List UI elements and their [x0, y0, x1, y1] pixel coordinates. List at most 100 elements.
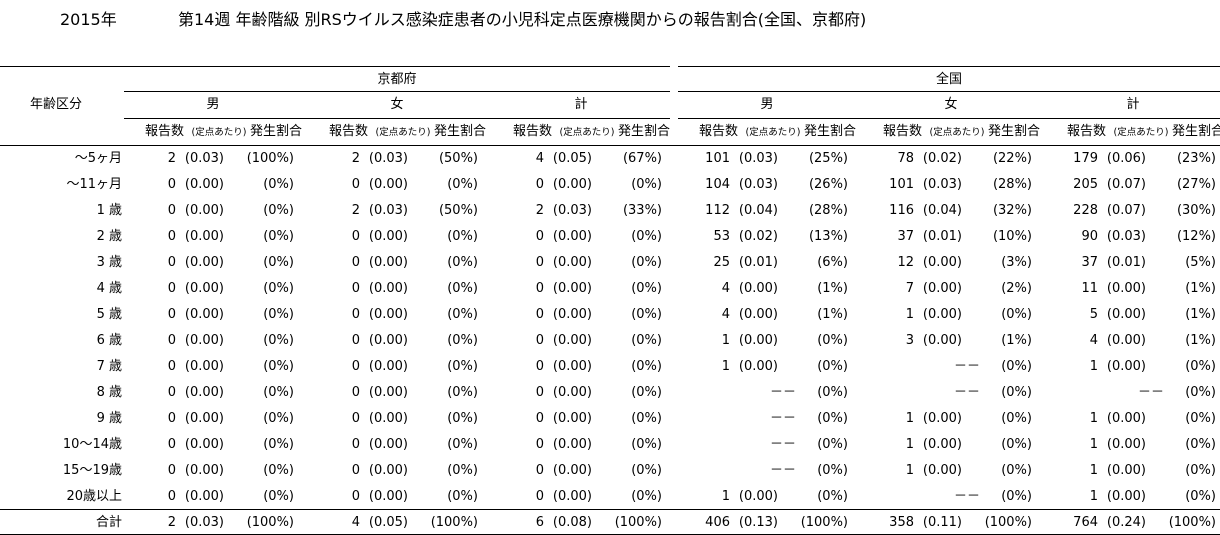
row-label: ～5ヶ月: [74, 151, 122, 166]
cell-per: (0.00): [552, 281, 592, 296]
cell-count: 1: [1089, 359, 1098, 374]
sub-header-ratio: 発生割合: [433, 124, 486, 139]
rule-region-right: [678, 91, 1220, 92]
cell-count: －－: [953, 489, 980, 504]
cell-count: －－: [953, 385, 980, 400]
cell-ratio: (0%): [1001, 489, 1032, 504]
cell-count: 101: [889, 177, 914, 192]
cell-count: －－: [769, 437, 796, 452]
cell-per: (0.00): [922, 307, 962, 322]
cell-per: (0.00): [552, 489, 592, 504]
cell-ratio: (0%): [1185, 437, 1216, 452]
cell-per: (0.24): [1106, 515, 1146, 530]
cell-ratio: (0%): [1185, 359, 1216, 374]
sex-header: 計: [574, 97, 588, 112]
cell-ratio: (0%): [631, 385, 662, 400]
sub-header-ratio: 発生割合: [617, 124, 670, 139]
cell-count: 0: [167, 203, 176, 218]
cell-per: (0.13): [738, 515, 778, 530]
cell-count: 101: [705, 151, 730, 166]
sex-header: 男: [206, 97, 220, 112]
cell-ratio: (0%): [447, 229, 478, 244]
cell-per: (0.00): [552, 411, 592, 426]
cell-per: (0.00): [1106, 463, 1146, 478]
cell-per: (0.00): [368, 229, 408, 244]
cell-count: 0: [351, 281, 360, 296]
cell-ratio: (1%): [1185, 281, 1216, 296]
rule-region-left: [124, 91, 670, 92]
cell-ratio: (3%): [1001, 255, 1032, 270]
cell-count: 1: [1089, 489, 1098, 504]
cell-ratio: (28%): [808, 203, 848, 218]
cell-count: 6: [535, 515, 544, 530]
cell-ratio: (0%): [817, 385, 848, 400]
cell-per: (0.00): [184, 489, 224, 504]
sub-header-ratio: 発生割合: [803, 124, 856, 139]
cell-count: 764: [1073, 515, 1098, 530]
cell-ratio: (50%): [438, 203, 478, 218]
row-label: 6 歳: [96, 333, 122, 348]
cell-per: (0.00): [552, 255, 592, 270]
cell-ratio: (0%): [817, 489, 848, 504]
cell-per: (0.03): [368, 203, 408, 218]
cell-count: 0: [535, 333, 544, 348]
sub-header-ratio: 発生割合: [249, 124, 302, 139]
cell-count: 0: [351, 307, 360, 322]
cell-ratio: (100%): [246, 515, 294, 530]
cell-count: 1: [721, 333, 730, 348]
cell-per: (0.04): [922, 203, 962, 218]
cell-count: 0: [167, 463, 176, 478]
cell-per: (0.00): [184, 229, 224, 244]
cell-per: (0.02): [738, 229, 778, 244]
cell-ratio: (0%): [263, 255, 294, 270]
cell-per: (0.07): [1106, 177, 1146, 192]
cell-per: (0.00): [368, 489, 408, 504]
cell-count: 2: [351, 151, 360, 166]
cell-ratio: (6%): [817, 255, 848, 270]
cell-ratio: (0%): [447, 255, 478, 270]
cell-count: 12: [897, 255, 914, 270]
cell-count: 0: [535, 229, 544, 244]
cell-ratio: (0%): [263, 489, 294, 504]
sub-header-ratio: 発生割合: [1171, 124, 1220, 139]
cell-ratio: (0%): [1185, 385, 1216, 400]
cell-per: (0.00): [552, 437, 592, 452]
cell-count: 1: [1089, 463, 1098, 478]
cell-count: 104: [705, 177, 730, 192]
cell-ratio: (50%): [438, 151, 478, 166]
cell-per: (0.00): [368, 411, 408, 426]
cell-ratio: (0%): [817, 359, 848, 374]
cell-per: (0.00): [368, 177, 408, 192]
cell-per: (0.04): [738, 203, 778, 218]
row-label: 3 歳: [96, 255, 122, 270]
cell-ratio: (0%): [1001, 411, 1032, 426]
cell-per: (0.05): [552, 151, 592, 166]
cell-per: (0.00): [922, 333, 962, 348]
cell-count: 4: [1089, 333, 1098, 348]
cell-count: 406: [705, 515, 730, 530]
cell-per: (0.00): [1106, 437, 1146, 452]
cell-count: 37: [1081, 255, 1098, 270]
cell-per: (0.11): [922, 515, 962, 530]
cell-ratio: (30%): [1176, 203, 1216, 218]
cell-ratio: (0%): [447, 463, 478, 478]
cell-per: (0.00): [922, 463, 962, 478]
cell-ratio: (0%): [263, 281, 294, 296]
cell-per: (0.00): [184, 177, 224, 192]
cell-ratio: (32%): [992, 203, 1032, 218]
cell-ratio: (33%): [622, 203, 662, 218]
row-label: 7 歳: [96, 359, 122, 374]
cell-count: 0: [535, 281, 544, 296]
row-label: 10～14歳: [62, 437, 122, 452]
sex-header: 女: [390, 97, 404, 112]
cell-count: 0: [167, 333, 176, 348]
cell-count: 116: [889, 203, 914, 218]
cell-count: 0: [351, 359, 360, 374]
cell-count: 0: [351, 229, 360, 244]
cell-count: 1: [905, 437, 914, 452]
cell-ratio: (0%): [263, 333, 294, 348]
cell-per: (0.07): [1106, 203, 1146, 218]
cell-count: 3: [905, 333, 914, 348]
rule-total-top: [0, 509, 1220, 510]
cell-ratio: (5%): [1185, 255, 1216, 270]
